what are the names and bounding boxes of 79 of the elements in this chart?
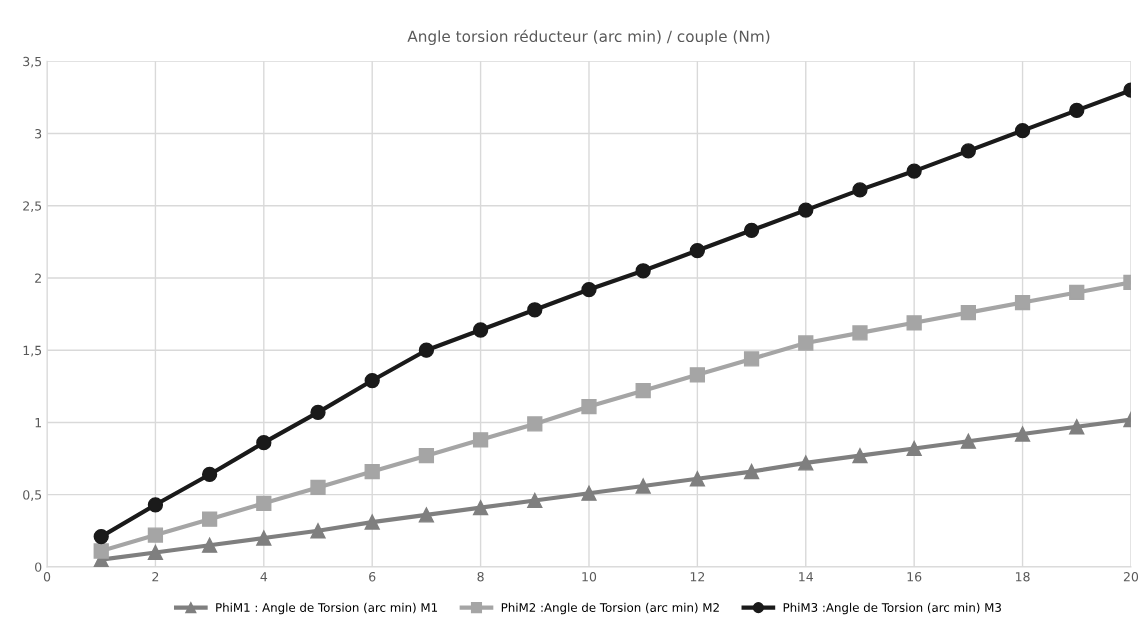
point [418, 507, 435, 523]
point [418, 342, 435, 358]
point [527, 492, 543, 509]
point [472, 432, 489, 448]
point [852, 182, 868, 198]
point [147, 497, 164, 513]
point [364, 372, 380, 389]
point [798, 202, 814, 218]
point [1069, 419, 1085, 435]
point [689, 367, 706, 383]
point [689, 471, 706, 487]
point [147, 527, 164, 543]
point [581, 398, 597, 415]
point [743, 463, 760, 480]
x-tick-label: 20 [1123, 571, 1139, 582]
point [689, 242, 706, 259]
point [581, 281, 597, 298]
y-tick-label: 3,5 [23, 56, 42, 68]
point [960, 143, 976, 159]
point [1014, 123, 1031, 139]
point [852, 448, 868, 464]
point [635, 383, 651, 399]
point [93, 543, 109, 559]
x-tick-label: 2 [152, 571, 159, 582]
point [201, 511, 218, 527]
point [1069, 102, 1085, 119]
y-tick-label: 3 [35, 129, 42, 139]
point [1014, 426, 1031, 442]
y-tick-label: 2,5 [23, 201, 42, 212]
point [906, 163, 922, 179]
point [201, 537, 218, 553]
point [906, 440, 922, 457]
point [256, 495, 272, 511]
x-tick-label: 8 [477, 571, 484, 582]
point [635, 478, 651, 494]
point [1069, 284, 1085, 301]
x-tick-label: 10 [582, 571, 597, 582]
y-tick-label: 2 [35, 273, 41, 283]
x-tick-label: 4 [260, 572, 268, 582]
point [798, 455, 814, 471]
point [310, 404, 326, 420]
point [256, 530, 272, 546]
point [743, 351, 760, 367]
point [527, 302, 543, 318]
point [364, 514, 380, 530]
point [201, 466, 218, 483]
point [798, 335, 814, 351]
chart-title: Angle torsion réducteur (arc min) / couple (Nm) [407, 29, 770, 46]
point [310, 523, 326, 539]
point [743, 222, 760, 238]
point [147, 544, 164, 561]
point [472, 500, 489, 516]
point [93, 528, 109, 545]
x-tick-label: 12 [690, 571, 705, 582]
point [906, 315, 922, 331]
x-tick-label: 16 [907, 571, 922, 582]
point [960, 305, 976, 321]
y-tick-label: 1 [35, 418, 42, 428]
y-tick-label: 1,5 [23, 345, 42, 357]
x-tick-label: 14 [799, 572, 814, 582]
point [960, 433, 976, 449]
x-tick-label: 0 [43, 571, 51, 582]
point [472, 322, 489, 338]
point [581, 485, 597, 501]
y-tick-label: 0,5 [23, 490, 42, 501]
point [418, 448, 435, 464]
legend-label: PhiM1 : Angle de Torsion (arc min) M1 [216, 602, 438, 615]
x-tick-label: 6 [369, 571, 376, 582]
point [310, 479, 326, 496]
legend-label: PhiM2 :Angle de Torsion (arc min) M2 [501, 602, 719, 615]
point [852, 325, 868, 341]
point [1014, 294, 1031, 311]
point [527, 416, 543, 432]
point [635, 263, 651, 279]
legend-label: PhiM3 :Angle de Torsion (arc min) M3 [783, 602, 1001, 615]
x-tick-label: 18 [1015, 571, 1030, 582]
point [364, 463, 380, 480]
y-tick-label: 0 [35, 562, 42, 572]
point [256, 435, 272, 451]
